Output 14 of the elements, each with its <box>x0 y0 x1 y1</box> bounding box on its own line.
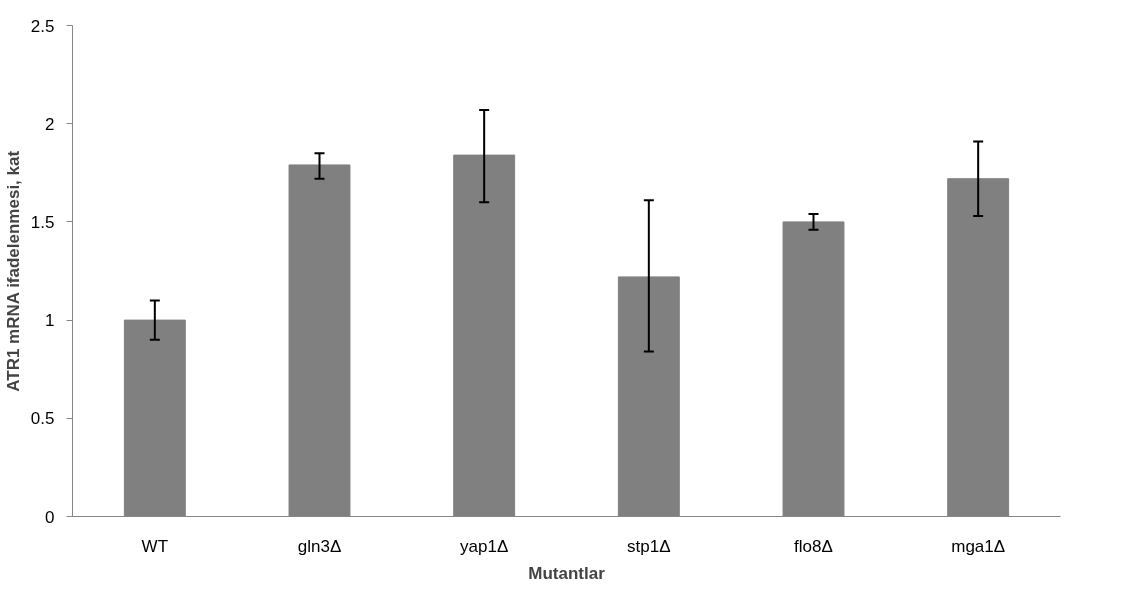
y-tick-label: 1.5 <box>30 212 55 232</box>
y-axis-title: ATR1 mRNA ifadelenmesi, kat <box>3 150 23 392</box>
x-tick-label: stp1Δ <box>627 536 671 556</box>
x-tick-label: flo8Δ <box>794 536 833 556</box>
x-tick-label: gln3Δ <box>297 536 342 556</box>
x-tick-label: yap1Δ <box>460 536 509 556</box>
y-tick-label: 0 <box>45 507 55 527</box>
y-tick-label: 1 <box>45 311 55 331</box>
x-axis-title: Mutantlar <box>528 563 606 583</box>
x-tick-label: WT <box>141 536 169 556</box>
y-tick-label: 2.5 <box>30 16 55 36</box>
x-tick-label: mga1Δ <box>951 536 1006 556</box>
y-tick-label: 0.5 <box>30 409 55 429</box>
y-tick-label: 2 <box>45 114 55 134</box>
